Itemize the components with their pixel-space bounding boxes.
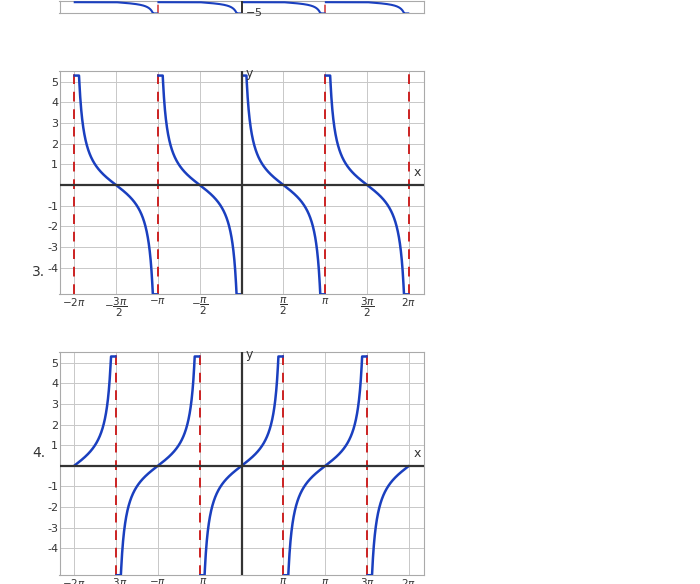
Text: 4.: 4.: [32, 446, 46, 460]
Text: y: y: [246, 67, 253, 79]
Text: x: x: [414, 447, 421, 460]
Text: $-5$: $-5$: [245, 6, 262, 18]
Text: 3.: 3.: [32, 265, 46, 279]
Text: y: y: [246, 347, 253, 360]
Text: x: x: [414, 166, 421, 179]
